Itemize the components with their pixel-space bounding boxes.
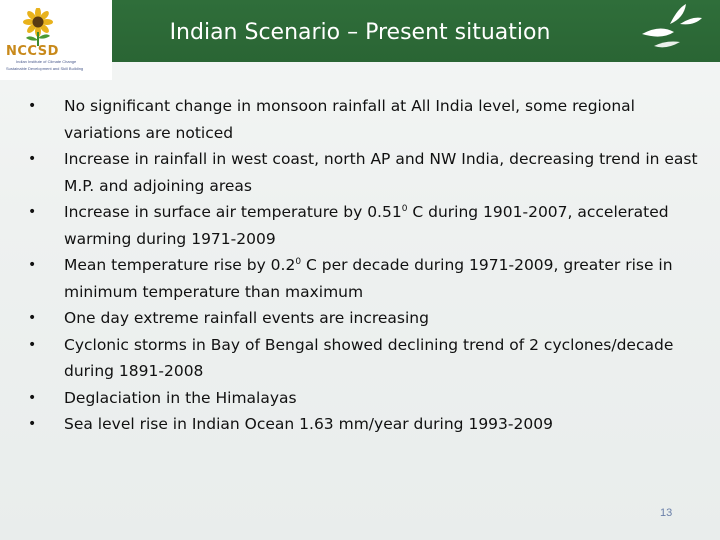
bullet-marker: •	[28, 336, 37, 353]
bullet-text: Cyclonic storms in Bay of Bengal showed …	[64, 335, 674, 381]
bullet-item: • One day extreme rainfall events are inc…	[28, 305, 698, 332]
bullet-marker: •	[28, 310, 37, 326]
bullet-text: Sea level rise in Indian Ocean 1.63 mm/y…	[64, 415, 553, 433]
bullet-text: One day extreme rainfall events are incr…	[64, 309, 429, 327]
bullet-item: • Deglaciation in the Himalayas	[28, 385, 698, 412]
nccsd-logo	[4, 7, 108, 78]
logo-wordmark: NCCSD	[6, 44, 59, 59]
bullet-item: • Mean temperature rise by 0.20 C per dec…	[28, 252, 698, 305]
bullet-marker: •	[28, 98, 37, 114]
bullet-item: • Cyclonic storms in Bay of Bengal showed…	[28, 332, 698, 385]
bullet-marker: •	[28, 151, 37, 167]
logo-panel	[0, 0, 112, 80]
bullet-item: • No significant change in monsoon rainfa…	[28, 93, 698, 146]
bullet-text: Mean temperature rise by 0.2	[64, 256, 296, 274]
bullet-text: Increase in surface air temperature by 0…	[64, 203, 402, 221]
logo-tagline-2: Sustainable Development and Skill Buildi…	[6, 66, 84, 71]
degree-superscript: 0	[401, 203, 408, 214]
title-bar	[0, 0, 720, 62]
bullet-text: No significant change in monsoon rainfal…	[64, 97, 635, 142]
bullet-text: Increase in rainfall in west coast, nort…	[64, 150, 698, 195]
bullet-item: • Sea level rise in Indian Ocean 1.63 mm/…	[28, 411, 698, 438]
slide-title: Indian Scenario – Present situation	[169, 20, 551, 45]
page-number: 13	[660, 507, 673, 519]
degree-superscript: 0	[295, 256, 302, 267]
bullet-marker: •	[28, 416, 37, 432]
bullet-text: C per decade during 1971-2009, greater r…	[64, 256, 673, 301]
bullet-marker: •	[28, 389, 37, 406]
bullet-list: • No significant change in monsoon rainfa…	[28, 93, 698, 438]
bullet-item: • Increase in surface air temperature by …	[28, 199, 698, 252]
leaf-decoration-icon	[642, 4, 702, 48]
bullet-marker: •	[28, 257, 37, 273]
bullet-text: C during 1901-2007, accelerated warming …	[64, 203, 669, 248]
logo-tagline-1: Indian Institute of Climate Change	[16, 59, 77, 64]
sunflower-icon	[23, 7, 53, 46]
bullet-text: Deglaciation in the Himalayas	[64, 388, 297, 407]
bullet-item: • Increase in rainfall in west coast, nor…	[28, 146, 698, 199]
bullet-marker: •	[28, 204, 37, 220]
